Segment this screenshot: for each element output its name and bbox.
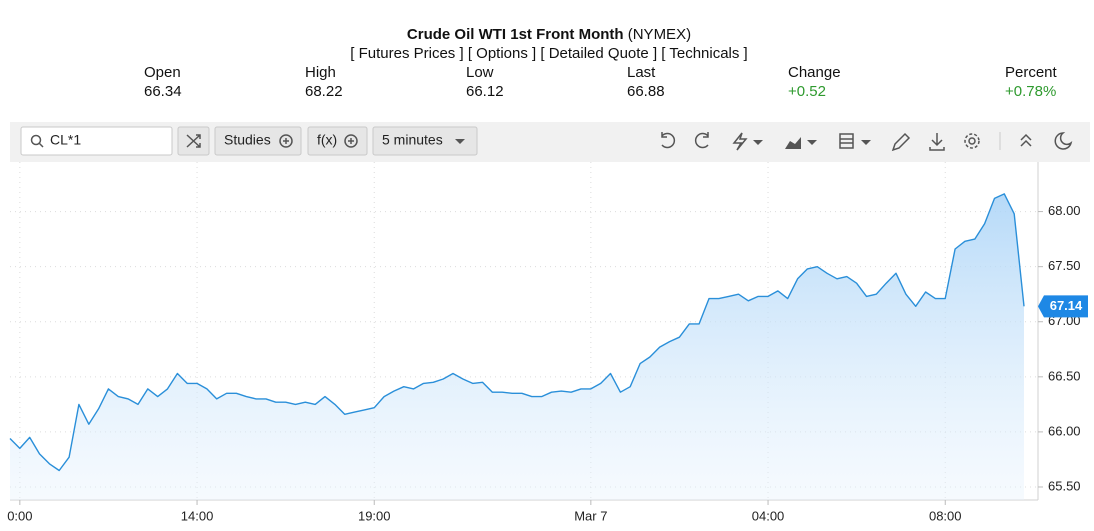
stat-label: Low: [466, 64, 494, 81]
plus-icon: [283, 138, 289, 144]
y-tick-label: 66.50: [1048, 368, 1081, 383]
y-tick-label: 66.00: [1048, 423, 1081, 438]
studies-button[interactable]: [214, 126, 302, 156]
y-tick-label: 65.50: [1048, 478, 1081, 493]
settings-icon: [964, 133, 980, 149]
collapse-icon[interactable]: [1020, 133, 1032, 147]
stat-value: +0.52: [788, 83, 826, 100]
search-icon: [30, 134, 42, 146]
plus-icon: [344, 134, 358, 148]
stat-value: 66.88: [627, 83, 665, 100]
stat-label: Percent: [1005, 64, 1058, 81]
stat-label: High: [305, 64, 336, 81]
interval-select[interactable]: [372, 126, 478, 156]
stat-value: 66.34: [144, 83, 182, 100]
symbol: CL*1: [50, 132, 81, 148]
stat-value: +0.78%: [1005, 83, 1056, 100]
stat-value: 66.12: [466, 83, 504, 100]
dropdown-arrow: [807, 140, 817, 145]
last-price-label: 67.14: [1050, 298, 1083, 313]
stat-label: Last: [627, 64, 656, 81]
toolbar-icons: [661, 132, 1073, 152]
studies: Studies: [224, 132, 271, 148]
y-tick-label: 67.50: [1048, 258, 1081, 273]
search-icon: [38, 142, 44, 148]
compare-icon: [186, 134, 201, 148]
functions: f(x): [317, 132, 337, 148]
events-icon[interactable]: [732, 132, 748, 151]
link[interactable]: [ Detailed Quote ]: [540, 45, 657, 62]
x-tick-label: 0:00: [7, 508, 32, 523]
theme-icon[interactable]: [1054, 132, 1073, 150]
stat-label: Open: [144, 64, 181, 81]
x-tick-label: 19:00: [358, 508, 391, 523]
symbol-input[interactable]: [20, 126, 173, 156]
functions-button[interactable]: [307, 126, 368, 156]
layout-icon: [840, 138, 853, 144]
x-tick-label: 08:00: [929, 508, 962, 523]
title: Crude Oil WTI 1st Front Month: [407, 26, 624, 43]
x-tick-label: 14:00: [181, 508, 214, 523]
chart-type-icon[interactable]: [785, 137, 801, 149]
dropdown-arrow: [753, 140, 763, 145]
draw-icon[interactable]: [891, 132, 911, 152]
stats: Open 66.34 High 68.22 Low 66.12 Last 66.88 Chang…: [144, 64, 1058, 100]
link[interactable]: [ Futures Prices ]: [350, 45, 463, 62]
dropdown-arrow: [861, 140, 871, 145]
layout-icon[interactable]: [839, 133, 854, 149]
quote-title: Crude Oil WTI 1st Front Month (NYMEX): [407, 26, 691, 43]
plus-icon: [279, 134, 293, 148]
download-icon[interactable]: [929, 133, 945, 151]
quote-links: [ Futures Prices ] [ Options ] [ Detaile…: [350, 45, 747, 62]
plus-icon: [348, 138, 354, 144]
link[interactable]: [ Options ]: [468, 45, 536, 62]
plot: [9, 193, 1025, 500]
last-price-badge: [1038, 295, 1088, 318]
exchange: (NYMEX): [628, 26, 691, 43]
undo-icon[interactable]: [661, 132, 676, 149]
dropdown-arrow: [455, 139, 465, 144]
stat-value: 68.22: [305, 83, 343, 100]
x-tick-label: Mar 7: [574, 508, 607, 523]
x-tick-label: 04:00: [752, 508, 785, 523]
price-line: [9, 193, 1025, 472]
area: [10, 193, 1024, 500]
link[interactable]: [ Technicals ]: [661, 45, 747, 62]
interval: 5 minutes: [382, 132, 443, 148]
y-tick-label: 68.00: [1048, 203, 1081, 218]
settings-icon[interactable]: [968, 137, 976, 145]
stat-label: Change: [788, 64, 841, 81]
redo-icon[interactable]: [694, 132, 709, 149]
